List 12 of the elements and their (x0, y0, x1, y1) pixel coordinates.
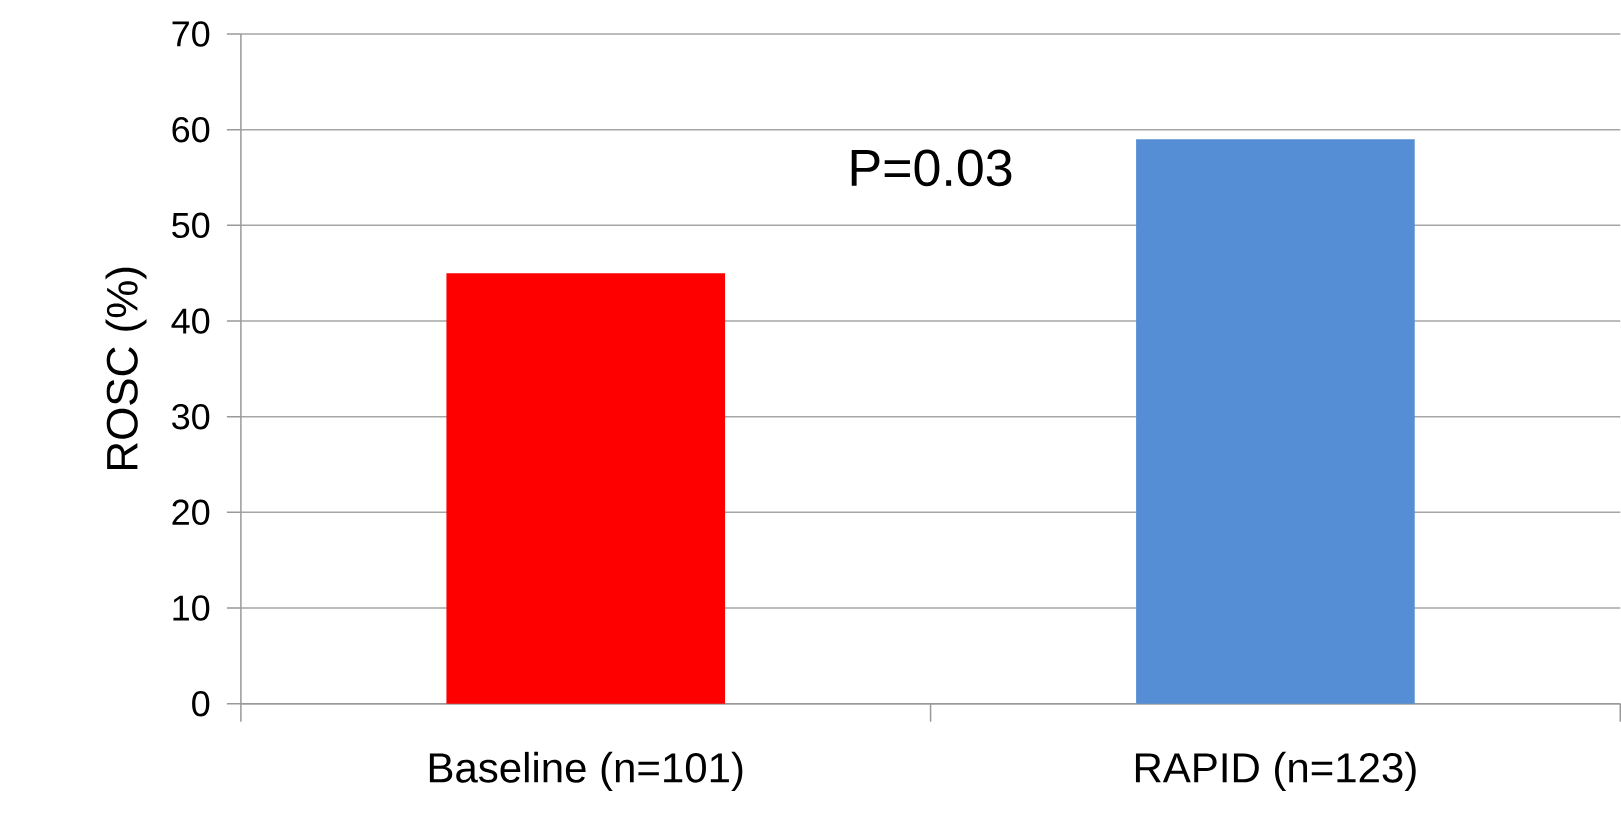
y-tick-label: 40 (171, 308, 210, 334)
y-tick-label: 10 (173, 595, 210, 621)
x-tick-label: Baseline (n=101) (429, 752, 743, 792)
y-tick-label: 70 (172, 21, 210, 47)
x-tick-label: RAPID (n=123) (1135, 752, 1416, 792)
y-tick-label: 60 (172, 117, 210, 143)
y-tick-label: 50 (172, 212, 210, 239)
y-tick-label: 30 (172, 404, 210, 430)
y-tick-label: 0 (192, 691, 210, 717)
y-axis-title: ROSC (%) (105, 267, 147, 470)
y-tick-label: 20 (172, 499, 210, 526)
annotation: P=0.03 (851, 149, 1012, 187)
